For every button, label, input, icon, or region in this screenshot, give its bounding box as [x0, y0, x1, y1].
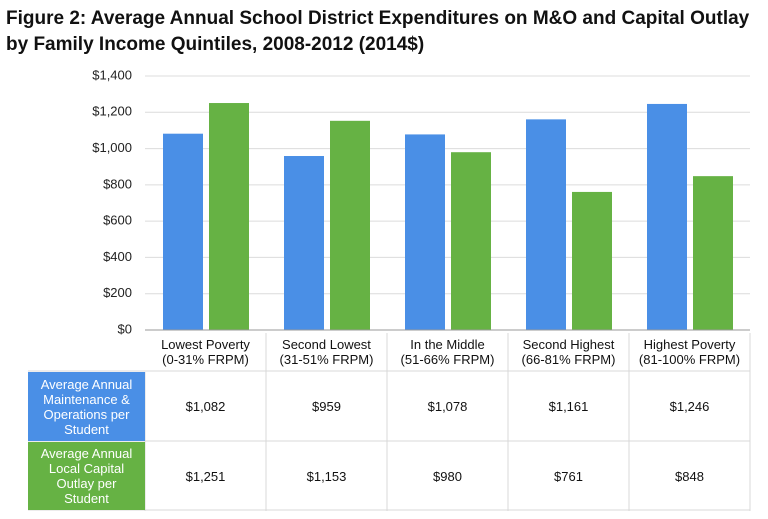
- table-value: $1,161: [548, 399, 589, 414]
- bar: [163, 133, 203, 330]
- x-tick-label: Lowest Poverty (0-31% FRPM): [161, 337, 250, 367]
- bar: [647, 103, 687, 330]
- y-tick-label: $600: [103, 213, 132, 228]
- x-tick-label: Second Highest (66-81% FRPM): [521, 337, 616, 367]
- bar: [405, 134, 445, 330]
- table-value: $1,251: [185, 468, 226, 484]
- table-value: $1,246: [669, 399, 710, 414]
- y-tick-label: $1,400: [92, 67, 132, 82]
- table-value: $761: [554, 468, 583, 484]
- bar: [451, 152, 491, 330]
- bar: [693, 176, 733, 330]
- bar: [572, 191, 612, 330]
- bar: [526, 119, 566, 331]
- table-value: $959: [312, 399, 341, 414]
- legend-header: Average Annual Maintenance & Operations …: [28, 372, 145, 441]
- bar: [209, 103, 249, 330]
- legend-header: Average Annual Local Capital Outlay per …: [28, 442, 145, 510]
- table-value: $848: [675, 468, 704, 484]
- table-value: $1,078: [427, 399, 468, 414]
- x-tick-label: In the Middle (51-66% FRPM): [400, 337, 495, 367]
- y-tick-label: $0: [118, 321, 132, 336]
- table-value: $1,153: [306, 468, 347, 484]
- table-value: $980: [433, 468, 462, 484]
- y-tick-label: $200: [103, 285, 132, 300]
- table-value: $1,082: [185, 399, 226, 414]
- chart-title: Figure 2: Average Annual School District…: [6, 8, 750, 55]
- y-tick-label: $1,200: [92, 104, 132, 119]
- x-tick-label: Highest Poverty (81-100% FRPM): [638, 337, 741, 367]
- bar: [330, 120, 370, 330]
- y-tick-label: $800: [103, 176, 132, 191]
- y-tick-label: $1,000: [92, 140, 132, 155]
- bar: [284, 156, 324, 330]
- x-tick-label: Second Lowest (31-51% FRPM): [279, 337, 374, 367]
- y-tick-label: $400: [103, 249, 132, 264]
